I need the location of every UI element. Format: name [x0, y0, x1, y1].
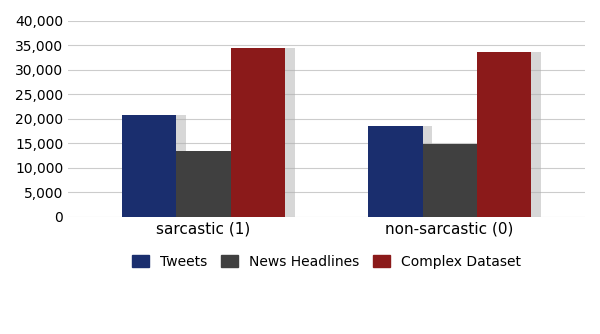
FancyBboxPatch shape	[433, 144, 487, 220]
Bar	[176, 151, 230, 217]
Bar	[476, 52, 531, 217]
Bar	[230, 47, 285, 217]
Bar	[368, 126, 422, 217]
Legend: Tweets, News Headlines, Complex Dataset: Tweets, News Headlines, Complex Dataset	[128, 250, 525, 273]
Bar	[122, 115, 176, 217]
FancyBboxPatch shape	[378, 126, 433, 220]
FancyBboxPatch shape	[487, 52, 541, 220]
FancyBboxPatch shape	[241, 47, 295, 220]
Bar	[422, 144, 476, 217]
FancyBboxPatch shape	[132, 115, 186, 220]
FancyBboxPatch shape	[186, 151, 241, 220]
